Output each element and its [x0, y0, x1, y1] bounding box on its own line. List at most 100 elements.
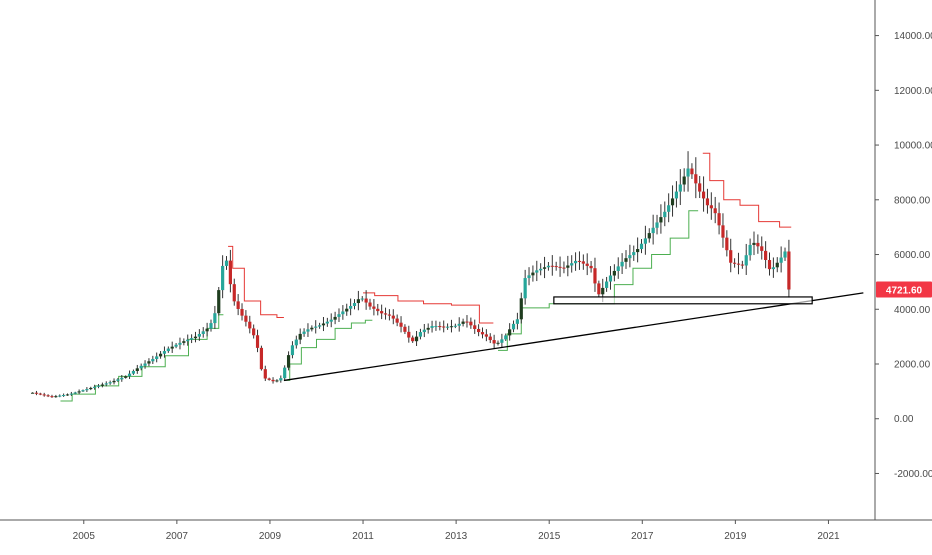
- candle-up: [539, 268, 543, 271]
- candle-up: [93, 386, 97, 388]
- candle-up: [112, 380, 116, 383]
- candle-up: [186, 339, 190, 342]
- candle-up: [201, 331, 205, 334]
- candle-up: [628, 255, 632, 259]
- candle-down: [787, 251, 791, 290]
- candle-up: [275, 380, 279, 382]
- x-tick-label: 2011: [352, 531, 374, 542]
- candle-up: [182, 341, 186, 343]
- candle-up: [546, 265, 551, 268]
- candle-up: [286, 355, 291, 368]
- candle-down: [403, 326, 407, 332]
- candle-up: [279, 378, 283, 381]
- candle-down: [438, 326, 442, 328]
- last-price-badge: [876, 281, 932, 298]
- candle-up: [783, 251, 787, 258]
- candle-up: [85, 389, 89, 391]
- candle-up: [69, 393, 73, 395]
- candle-up: [294, 339, 298, 346]
- candle-down: [488, 336, 492, 341]
- candle-up: [193, 336, 198, 339]
- candle-up: [30, 392, 35, 394]
- candle-down: [42, 394, 46, 396]
- candle-down: [244, 315, 248, 322]
- candle-up: [283, 367, 287, 379]
- drawings-layer: [283, 292, 864, 382]
- candle-up: [647, 233, 651, 239]
- x-tick-label: 2019: [724, 531, 747, 542]
- candle-up: [659, 217, 663, 223]
- candle-up: [166, 348, 170, 352]
- candle-down: [255, 335, 260, 348]
- candle-up: [341, 311, 345, 315]
- support-zone-box[interactable]: [553, 296, 813, 305]
- candle-down: [717, 213, 721, 226]
- candle-up: [523, 278, 527, 299]
- candle-down: [383, 313, 388, 315]
- candle-up: [54, 396, 58, 398]
- candle-up: [542, 267, 547, 269]
- candle-up: [496, 342, 500, 344]
- candle-down: [391, 315, 395, 319]
- candle-up: [81, 390, 85, 392]
- trailing-stop-up-line: [498, 210, 699, 351]
- candle-up: [65, 394, 70, 396]
- candle-up: [504, 335, 508, 340]
- candle-down: [756, 242, 760, 247]
- candle-up: [190, 338, 194, 340]
- candle-down: [248, 321, 252, 329]
- candle-up: [500, 339, 504, 343]
- y-tick-label: -2000.00: [894, 469, 932, 480]
- candle-down: [764, 250, 768, 260]
- candle-up: [170, 346, 174, 349]
- candle-up: [601, 287, 605, 295]
- candle-up: [333, 316, 337, 320]
- candle-down: [732, 262, 737, 264]
- candle-down: [259, 347, 264, 370]
- candle-up: [519, 298, 523, 320]
- candle-up: [155, 356, 159, 359]
- candle-up: [570, 263, 574, 266]
- candle-down: [411, 337, 415, 342]
- candle-up: [360, 298, 364, 300]
- candle-up: [89, 387, 93, 390]
- y-tick-label: 2000.00: [894, 360, 931, 371]
- candle-up: [639, 243, 644, 250]
- candle-up: [197, 333, 201, 337]
- candle-up: [143, 363, 147, 366]
- candle-up: [329, 319, 333, 322]
- candle-down: [236, 301, 240, 309]
- candle-up: [58, 395, 62, 397]
- candle-down: [263, 369, 267, 379]
- candle-up: [457, 323, 461, 326]
- y-tick-label: 12000.00: [894, 86, 932, 97]
- candle-up: [771, 267, 775, 270]
- candle-down: [252, 328, 256, 336]
- candle-up: [744, 255, 748, 266]
- y-tick-label: 4000.00: [894, 305, 931, 316]
- candle-up: [678, 184, 682, 192]
- candle-up: [632, 252, 636, 256]
- candle-up: [321, 323, 326, 326]
- candle-down: [399, 322, 403, 327]
- candle-up: [418, 332, 423, 337]
- candle-down: [368, 302, 372, 307]
- candle-up: [422, 329, 426, 333]
- candle-up: [120, 377, 124, 380]
- candle-down: [480, 332, 485, 335]
- candle-down: [492, 340, 496, 344]
- candle-up: [349, 305, 353, 309]
- candle-up: [643, 238, 647, 244]
- candles-layer: [30, 151, 791, 398]
- last-price-label: 4721.60: [886, 286, 923, 297]
- candle-up: [430, 326, 434, 328]
- candle-up: [651, 227, 655, 234]
- candle-up: [62, 395, 66, 397]
- trendline[interactable]: [283, 292, 864, 382]
- candle-up: [116, 379, 120, 381]
- candle-up: [131, 370, 136, 374]
- candle-up: [605, 281, 609, 288]
- y-tick-label: 8000.00: [894, 195, 931, 206]
- candle-up: [445, 326, 450, 328]
